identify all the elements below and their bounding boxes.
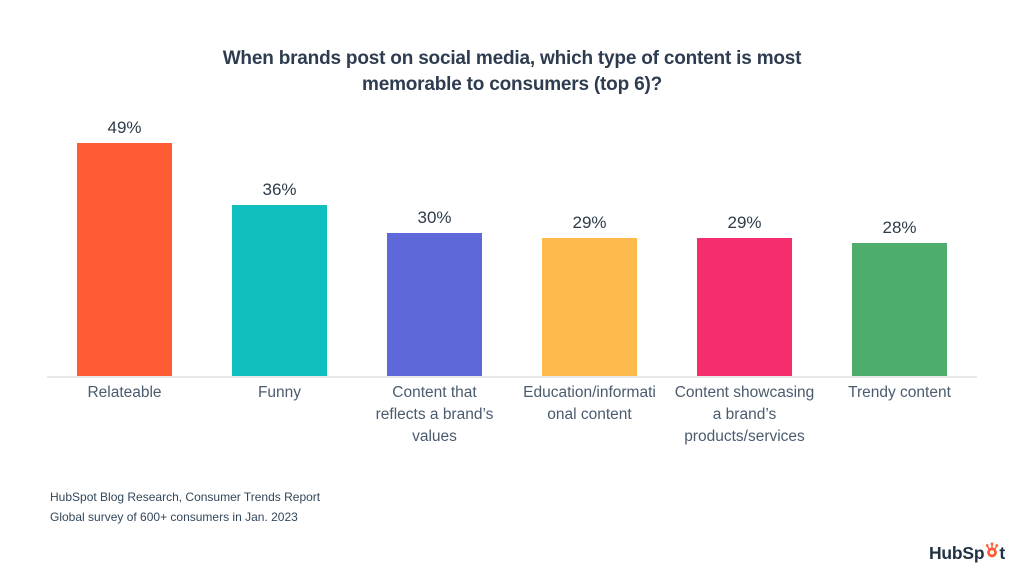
bar-value-label: 29% [727,213,762,232]
category-label-2: Funny [257,384,302,401]
bar-2 [232,205,327,376]
bar-column-4: 29% [512,110,667,376]
category-label-4: Education/informati onal content [523,384,656,423]
logo-text-prefix: HubSp [928,543,985,563]
bars-row: 49% 36% 30% 29% 29% 28% [47,110,977,376]
chart-title: When brands post on social media, which … [222,48,802,95]
bar-1 [77,143,172,376]
bar-value-label: 30% [417,208,452,227]
plot-region: 49% 36% 30% 29% 29% 28% [47,110,977,376]
bar-3 [387,233,482,376]
x-axis-line [47,376,977,378]
bar-column-1: 49% [47,110,202,376]
bar-value-label: 29% [572,213,607,232]
bar-value-label: 36% [262,180,297,199]
bar-column-5: 29% [667,110,822,376]
category-label-5: Content showcasing a brand’s products/se… [674,384,815,445]
category-label-3: Content that reflects a brand’s values [375,384,494,445]
bar-column-6: 28% [822,110,977,376]
hubspot-sprocket-icon [984,541,1000,564]
logo-text-suffix: t [999,543,1005,563]
category-labels-row: Relateable Funny Content that reflects a b… [47,382,977,448]
source-line-1: HubSpot Blog Research, Consumer Trends R… [50,490,321,504]
bar-column-3: 30% [357,110,512,376]
bar-6 [852,243,947,376]
bar-4 [542,238,637,376]
hubspot-logo: HubSp t [928,541,1005,564]
bar-column-2: 36% [202,110,357,376]
source-note: HubSpot Blog Research, Consumer Trends R… [50,487,320,527]
source-line-2: Global survey of 600+ consumers in Jan. … [50,510,298,524]
bar-value-label: 49% [107,118,142,137]
category-label-1: Relateable [87,384,162,401]
category-label-6: Trendy content [848,384,951,401]
bar-value-label: 28% [882,218,917,237]
bar-5 [697,238,792,376]
